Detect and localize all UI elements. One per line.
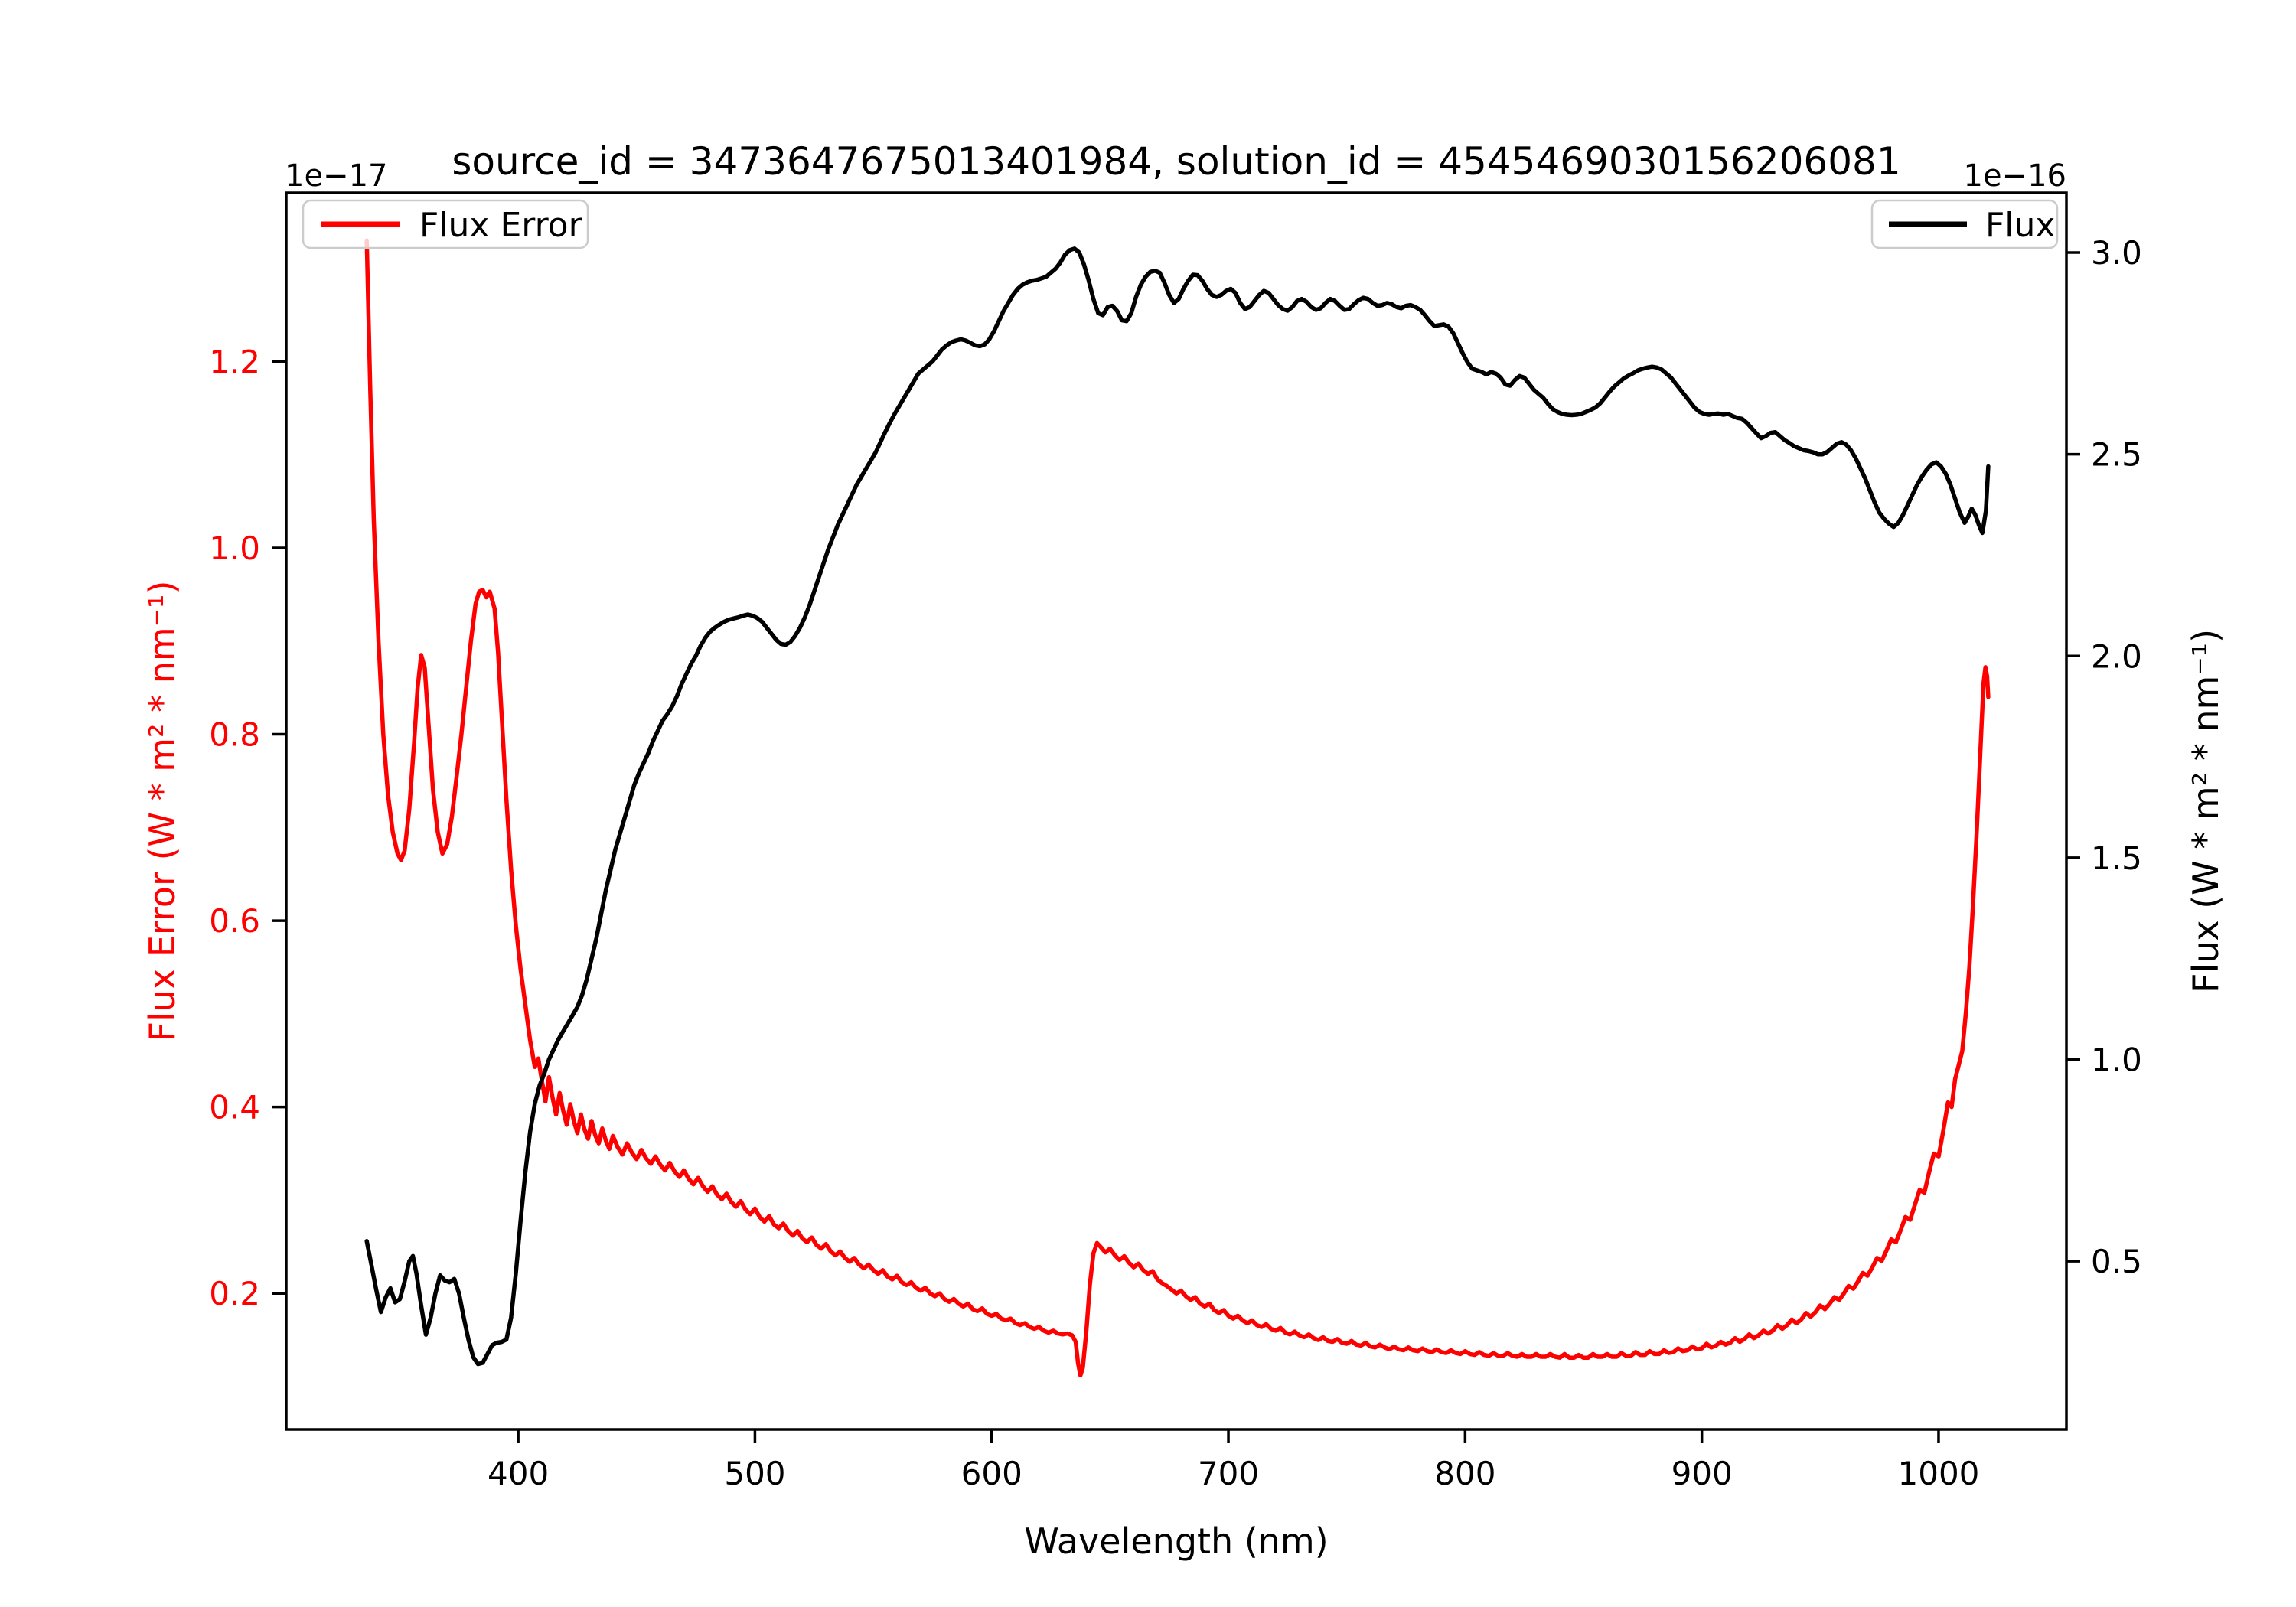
x-tick-label: 400 (488, 1455, 549, 1492)
y-right-tick-label: 1.0 (2091, 1041, 2142, 1079)
curves-layer (364, 238, 1991, 1378)
plot-border (285, 191, 2068, 1431)
y-right-tick-label: 1.5 (2091, 839, 2142, 877)
x-axis-ticks: 400 500 600 700 800 900 1000 (488, 1429, 1979, 1492)
x-tick-label: 700 (1198, 1455, 1259, 1492)
legend-flux-label: Flux (1985, 206, 2055, 245)
x-tick-label: 500 (724, 1455, 785, 1492)
chart-title: source_id = 3473647675013401984, solutio… (452, 139, 1900, 184)
right-axis-offset-text: 1e−16 (1964, 158, 2066, 194)
y-left-tick-label: 1.0 (209, 530, 260, 567)
y-left-tick-label: 1.2 (209, 343, 260, 380)
y-right-tick-label: 3.0 (2091, 234, 2142, 272)
y-axis-left-ticks: 0.2 0.4 0.6 0.8 1.0 1.2 (209, 343, 286, 1312)
y-left-tick-label: 0.8 (209, 716, 260, 754)
y-axis-right-ticks: 0.5 1.0 1.5 2.0 2.5 3.0 (2066, 234, 2142, 1280)
y-left-tick-label: 0.4 (209, 1089, 260, 1126)
legend-flux-error-label: Flux Error (419, 206, 583, 245)
y-right-tick-label: 2.5 (2091, 436, 2142, 474)
x-tick-label: 900 (1671, 1455, 1733, 1492)
left-axis-offset-text: 1e−17 (285, 158, 387, 194)
legend-flux-error-box (302, 199, 589, 249)
y-right-tick-label: 0.5 (2091, 1243, 2142, 1280)
y-axis-right-label: Flux (W * m² * nm⁻¹) (2185, 629, 2226, 993)
legend-flux-error: Flux Error (302, 199, 589, 249)
series-line-flux (364, 246, 1991, 1367)
y-left-tick-label: 0.6 (209, 902, 260, 940)
legend-flux: Flux (1870, 199, 2059, 249)
x-axis-label: Wavelength (nm) (1024, 1521, 1328, 1562)
x-tick-label: 600 (961, 1455, 1022, 1492)
series-line-flux-error (364, 238, 1991, 1378)
y-left-tick-label: 0.2 (209, 1275, 260, 1312)
x-tick-label: 800 (1434, 1455, 1495, 1492)
y-right-tick-label: 2.0 (2091, 637, 2142, 675)
x-tick-label: 1000 (1898, 1455, 1980, 1492)
y-axis-left-label: Flux Error (W * m² * nm⁻¹) (142, 581, 183, 1042)
